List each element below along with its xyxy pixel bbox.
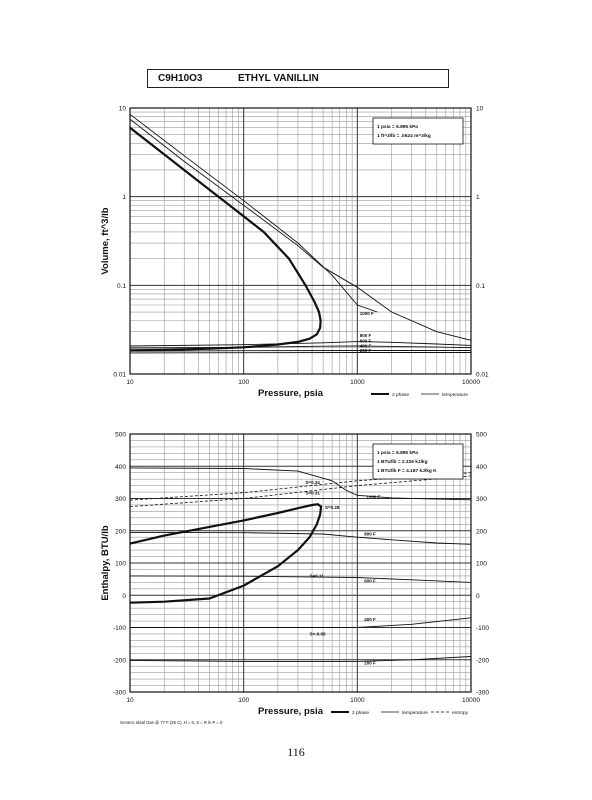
volume-temperature-line <box>129 350 471 352</box>
enthalpy-y-tick-label: -200 <box>113 657 126 664</box>
volume-curve-label: 1000 F <box>360 311 374 316</box>
enthalpy-curve-label: 400 F <box>364 617 376 622</box>
volume-temperature-line <box>129 118 472 341</box>
enthalpy-curve-label: 800 F <box>364 532 376 537</box>
volume-conversion-box <box>372 117 464 145</box>
volume-y-tick-label: 0.1 <box>117 283 126 290</box>
volume-conversion-note: 1 ft^3/lb = .0624 m^3/kg <box>377 133 431 139</box>
enthalpy-temperature-line <box>129 656 472 662</box>
enthalpy-y-axis-label: Enthalpy, BTU/lb <box>100 525 111 600</box>
volume-conversion-note: 1 psia = 6.895 kPa <box>377 124 418 130</box>
enthalpy-y-tick-label: 500 <box>115 432 126 439</box>
volume-y-tick-label-right: 10 <box>476 106 484 113</box>
enthalpy-y-tick-label-right: 200 <box>476 528 487 535</box>
enthalpy-y-tick-label: 300 <box>115 496 126 503</box>
volume-curve-label: 600 F <box>360 338 372 343</box>
enthalpy-y-tick-label: 0 <box>122 593 126 600</box>
volume-x-tick-label: 100 <box>238 379 249 386</box>
page-number: 116 <box>287 745 305 759</box>
volume-y-axis-label: Volume, ft^3/lb <box>100 207 111 274</box>
enthalpy-curve-label: 1000 F <box>366 495 380 500</box>
enthalpy-x-axis-label: Pressure, psia <box>258 706 324 717</box>
enthalpy-curve-label: S=0.28 <box>325 505 340 510</box>
enthalpy-temperature-line <box>129 531 472 545</box>
enthalpy-temperature-line <box>129 467 472 501</box>
enthalpy-legend-label: temperature <box>402 710 428 716</box>
volume-y-tick-label: 1 <box>122 194 126 201</box>
enthalpy-temperature-line <box>129 575 472 583</box>
enthalpy-y-tick-label-right: 0 <box>476 593 480 600</box>
volume-y-tick-label: 0.01 <box>113 372 126 379</box>
volume-legend-label: 2 phase <box>392 392 409 398</box>
volume-x-axis-label: Pressure, psia <box>258 388 324 399</box>
enthalpy-footnote: Generic Ideal Gas @ 77 F (25 C), H = 0, … <box>120 720 223 725</box>
enthalpy-x-tick-label: 100 <box>238 697 249 704</box>
volume-legend-label: temperature <box>442 392 468 398</box>
volume-x-tick-label: 10 <box>126 379 134 386</box>
enthalpy-plot-frame <box>129 433 472 693</box>
enthalpy-y-tick-label-right: -100 <box>476 625 489 632</box>
enthalpy-chart <box>129 433 472 713</box>
enthalpy-entropy-line <box>129 475 472 507</box>
volume-y-tick-label-right: 0.01 <box>476 372 489 379</box>
volume-chart <box>129 107 472 395</box>
enthalpy-y-tick-label-right: 500 <box>476 432 487 439</box>
enthalpy-y-tick-label-right: -300 <box>476 690 489 697</box>
volume-curve-label: 400 F <box>360 343 372 348</box>
enthalpy-conversion-note: 1 BTU/lb F = 4.187 kJ/kg K <box>377 468 437 474</box>
volume-plot-frame <box>129 107 472 375</box>
enthalpy-legend-label: entropy <box>452 710 469 716</box>
enthalpy-x-tick-label: 10000 <box>462 697 480 704</box>
enthalpy-y-tick-label: -100 <box>113 625 126 632</box>
volume-temperature-line <box>129 113 378 313</box>
enthalpy-curve-label: 200 F <box>364 661 376 666</box>
enthalpy-curve-label: S=-0.06 <box>310 632 326 637</box>
volume-x-tick-label: 1000 <box>350 379 365 386</box>
volume-y-tick-label: 10 <box>119 106 127 113</box>
enthalpy-conversion-note: 1 BTU/lb = 2.326 kJ/kg <box>377 459 428 465</box>
enthalpy-y-tick-label: 400 <box>115 464 126 471</box>
enthalpy-y-tick-label: 100 <box>115 561 126 568</box>
chemical-formula: C9H10O3 <box>158 73 203 84</box>
volume-temperature-line <box>129 345 472 349</box>
enthalpy-curve-label: S=0.34 <box>306 480 321 485</box>
volume-y-tick-label-right: 1 <box>476 194 480 201</box>
enthalpy-y-tick-label-right: 300 <box>476 496 487 503</box>
enthalpy-two-phase-curve <box>129 503 323 604</box>
enthalpy-y-tick-label: -300 <box>113 690 126 697</box>
enthalpy-conversion-box <box>372 443 464 480</box>
enthalpy-x-tick-label: 10 <box>126 697 134 704</box>
compound-name: ETHYL VANILLIN <box>238 73 319 84</box>
enthalpy-y-tick-label-right: -200 <box>476 657 489 664</box>
enthalpy-legend-label: 2 phase <box>352 710 369 716</box>
enthalpy-curve-label: 600 F <box>364 578 376 583</box>
enthalpy-y-tick-label-right: 400 <box>476 464 487 471</box>
volume-x-tick-label: 10000 <box>462 379 480 386</box>
enthalpy-y-tick-label-right: 100 <box>476 561 487 568</box>
volume-y-tick-label-right: 0.1 <box>476 283 485 290</box>
volume-curve-label: 800 F <box>360 333 372 338</box>
enthalpy-temperature-line <box>130 617 472 628</box>
enthalpy-y-tick-label: 200 <box>115 528 126 535</box>
chart-title-box: C9H10O3 ETHYL VANILLIN <box>147 69 449 88</box>
enthalpy-curve-label: S=0.31 <box>306 491 321 496</box>
enthalpy-x-tick-label: 1000 <box>350 697 365 704</box>
enthalpy-conversion-note: 1 psia = 6.895 kPa <box>377 450 418 456</box>
volume-curve-label: 200 F <box>360 348 372 353</box>
volume-two-phase-curve <box>129 126 322 352</box>
enthalpy-curve-label: S=0.11 <box>310 574 325 579</box>
volume-temperature-line <box>129 341 472 347</box>
